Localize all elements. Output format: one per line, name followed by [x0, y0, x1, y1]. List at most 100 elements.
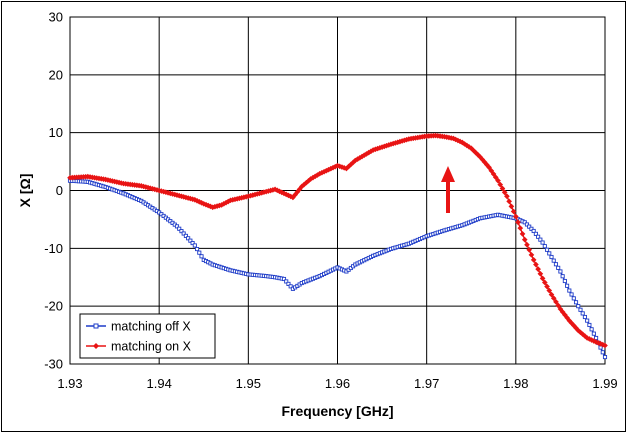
data-point — [530, 257, 537, 263]
data-point — [515, 219, 521, 226]
data-point — [527, 224, 532, 229]
data-point — [466, 144, 472, 150]
data-point — [567, 288, 572, 293]
data-point — [492, 174, 499, 181]
x-tick-label: 1.96 — [325, 376, 350, 391]
data-point — [585, 318, 590, 323]
data-point — [181, 231, 186, 236]
data-point — [281, 276, 287, 282]
data-point — [488, 167, 495, 174]
legend-label: matching off X — [111, 320, 191, 334]
data-point — [535, 266, 541, 272]
x-axis-label: Frequency [GHz] — [281, 403, 393, 419]
y-tick-labels: 30 20 10 0 -10 -20 -30 — [44, 10, 63, 372]
y-tick-label: 0 — [56, 183, 63, 198]
data-point — [504, 193, 510, 200]
data-point — [286, 281, 291, 286]
x-tick-label: 1.93 — [57, 376, 82, 391]
data-point — [591, 331, 596, 336]
data-point — [553, 299, 559, 305]
data-point — [573, 300, 579, 305]
data-point — [177, 226, 182, 231]
data-point — [540, 240, 545, 245]
data-point — [199, 254, 204, 259]
x-tick-label: 1.98 — [503, 376, 528, 391]
y-tick-label: -10 — [44, 241, 63, 256]
series-matching-off-x — [67, 178, 608, 360]
data-point — [508, 203, 515, 210]
data-point — [555, 302, 562, 309]
data-point — [589, 327, 594, 332]
data-point — [587, 322, 592, 328]
data-point — [174, 224, 180, 229]
data-point — [542, 244, 547, 249]
annotation-layer — [441, 166, 455, 213]
y-tick-label: -20 — [44, 299, 63, 314]
x-tick-label: 1.99 — [592, 376, 617, 391]
data-point — [190, 241, 195, 246]
data-point — [602, 342, 608, 349]
data-point — [576, 304, 581, 309]
data-point — [526, 246, 533, 253]
data-point — [600, 350, 605, 355]
y-tick-label: 30 — [49, 10, 63, 25]
x-tick-label: 1.95 — [236, 376, 261, 391]
data-point — [197, 250, 202, 255]
data-point — [565, 283, 570, 288]
legend-entry: matching off X — [86, 320, 191, 334]
data-point — [183, 233, 188, 238]
data-point — [536, 234, 541, 239]
data-point — [569, 292, 574, 297]
data-point — [533, 231, 538, 236]
data-point — [521, 236, 528, 243]
y-axis-label: X [Ω] — [17, 174, 33, 208]
x-tick-labels: 1.93 1.94 1.95 1.96 1.97 1.98 1.99 — [57, 376, 617, 391]
legend-marker — [93, 323, 99, 329]
data-point — [544, 247, 550, 252]
data-point — [513, 213, 519, 220]
data-point — [544, 283, 550, 290]
data-point — [547, 251, 552, 256]
data-point — [519, 231, 526, 237]
data-point — [550, 295, 557, 302]
data-point — [582, 314, 587, 320]
x-tick-label: 1.97 — [414, 376, 439, 391]
data-point — [537, 270, 544, 277]
data-point — [560, 274, 565, 279]
data-point — [594, 335, 599, 341]
data-point — [524, 222, 530, 227]
data-point — [548, 291, 555, 298]
data-point — [186, 236, 191, 241]
data-point — [288, 284, 293, 289]
data-point — [558, 269, 563, 274]
data-point — [528, 252, 535, 258]
legend-label: matching on X — [111, 340, 192, 354]
y-tick-label: -30 — [44, 357, 63, 372]
data-point — [580, 311, 585, 316]
data-point — [499, 185, 506, 192]
data-point — [486, 164, 492, 171]
data-point — [539, 275, 546, 282]
data-point — [522, 220, 527, 225]
data-point — [501, 189, 508, 196]
plot-area — [69, 16, 606, 365]
data-point — [517, 225, 524, 231]
y-tick-label: 20 — [49, 67, 63, 82]
data-point — [533, 261, 539, 268]
data-point — [578, 307, 583, 312]
legend-entries: matching off X matching on X — [86, 320, 192, 354]
data-point — [551, 258, 556, 263]
legend-entry: matching on X — [86, 340, 192, 354]
legend: matching off X matching on X — [79, 313, 216, 359]
data-point — [510, 208, 517, 215]
data-point — [531, 228, 536, 234]
data-point — [179, 229, 184, 234]
arrow-up-icon — [441, 166, 455, 182]
data-point — [562, 278, 567, 284]
legend-marker — [93, 343, 99, 349]
x-tick-label: 1.94 — [147, 376, 172, 391]
data-point — [541, 279, 548, 286]
data-point — [549, 254, 554, 260]
